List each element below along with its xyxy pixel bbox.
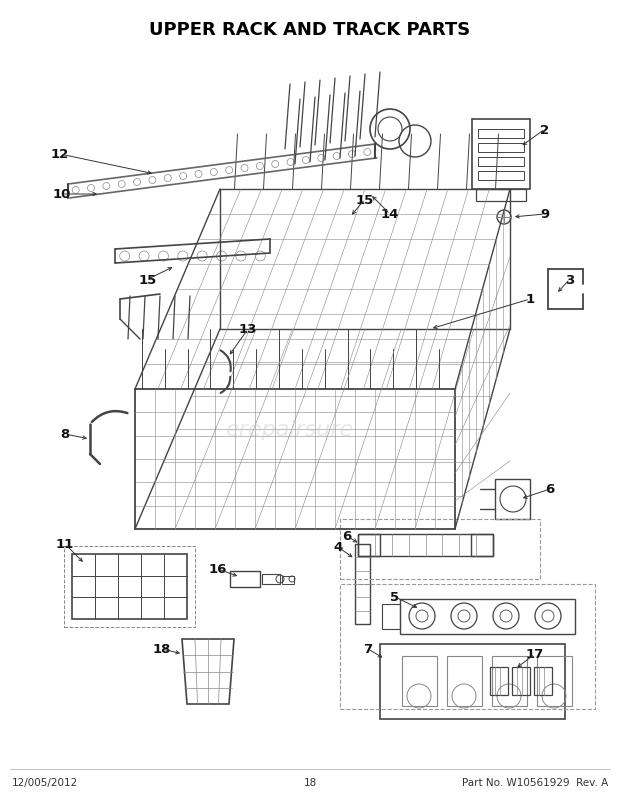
Bar <box>340 585 595 709</box>
Bar <box>447 656 482 706</box>
Text: 10: 10 <box>53 188 71 201</box>
Bar <box>340 520 540 579</box>
Text: 8: 8 <box>60 428 69 441</box>
Bar <box>402 656 437 706</box>
Text: 15: 15 <box>356 193 374 206</box>
Bar <box>537 656 572 706</box>
Text: 14: 14 <box>381 209 399 221</box>
Bar <box>471 534 493 557</box>
Text: 7: 7 <box>363 642 373 656</box>
Text: 4: 4 <box>334 541 343 554</box>
Bar <box>478 144 524 153</box>
Text: 3: 3 <box>565 273 575 286</box>
Bar <box>490 667 508 695</box>
Text: 9: 9 <box>541 209 549 221</box>
Text: 17: 17 <box>526 648 544 661</box>
Bar <box>358 534 493 557</box>
Bar <box>355 545 370 624</box>
Text: 6: 6 <box>546 483 555 496</box>
Text: 16: 16 <box>209 563 227 576</box>
Bar <box>512 667 530 695</box>
Bar <box>380 644 565 719</box>
Bar <box>472 119 530 190</box>
Bar <box>64 546 195 627</box>
Text: UPPER RACK AND TRACK PARTS: UPPER RACK AND TRACK PARTS <box>149 21 471 39</box>
Text: 11: 11 <box>56 538 74 551</box>
Bar <box>495 480 530 520</box>
Bar <box>358 534 380 557</box>
Text: 18: 18 <box>303 777 317 787</box>
Bar <box>382 604 400 630</box>
Bar <box>262 574 280 585</box>
Bar <box>230 571 260 587</box>
Text: 5: 5 <box>391 591 399 604</box>
Text: 12: 12 <box>51 148 69 161</box>
Bar <box>282 577 294 585</box>
Bar <box>534 667 552 695</box>
Bar <box>476 190 526 202</box>
Text: Part No. W10561929  Rev. A: Part No. W10561929 Rev. A <box>462 777 608 787</box>
Text: 18: 18 <box>153 642 171 656</box>
Bar <box>478 158 524 167</box>
Text: 6: 6 <box>342 530 352 543</box>
Text: 2: 2 <box>541 124 549 136</box>
Bar <box>478 172 524 180</box>
Bar <box>478 130 524 139</box>
Bar <box>492 656 527 706</box>
Text: 12/005/2012: 12/005/2012 <box>12 777 78 787</box>
Text: 15: 15 <box>139 273 157 286</box>
Text: 13: 13 <box>239 323 257 336</box>
Text: 1: 1 <box>525 294 534 306</box>
Text: erepairsure: erepairsure <box>226 419 354 439</box>
Bar <box>72 554 187 619</box>
Bar <box>400 599 575 634</box>
